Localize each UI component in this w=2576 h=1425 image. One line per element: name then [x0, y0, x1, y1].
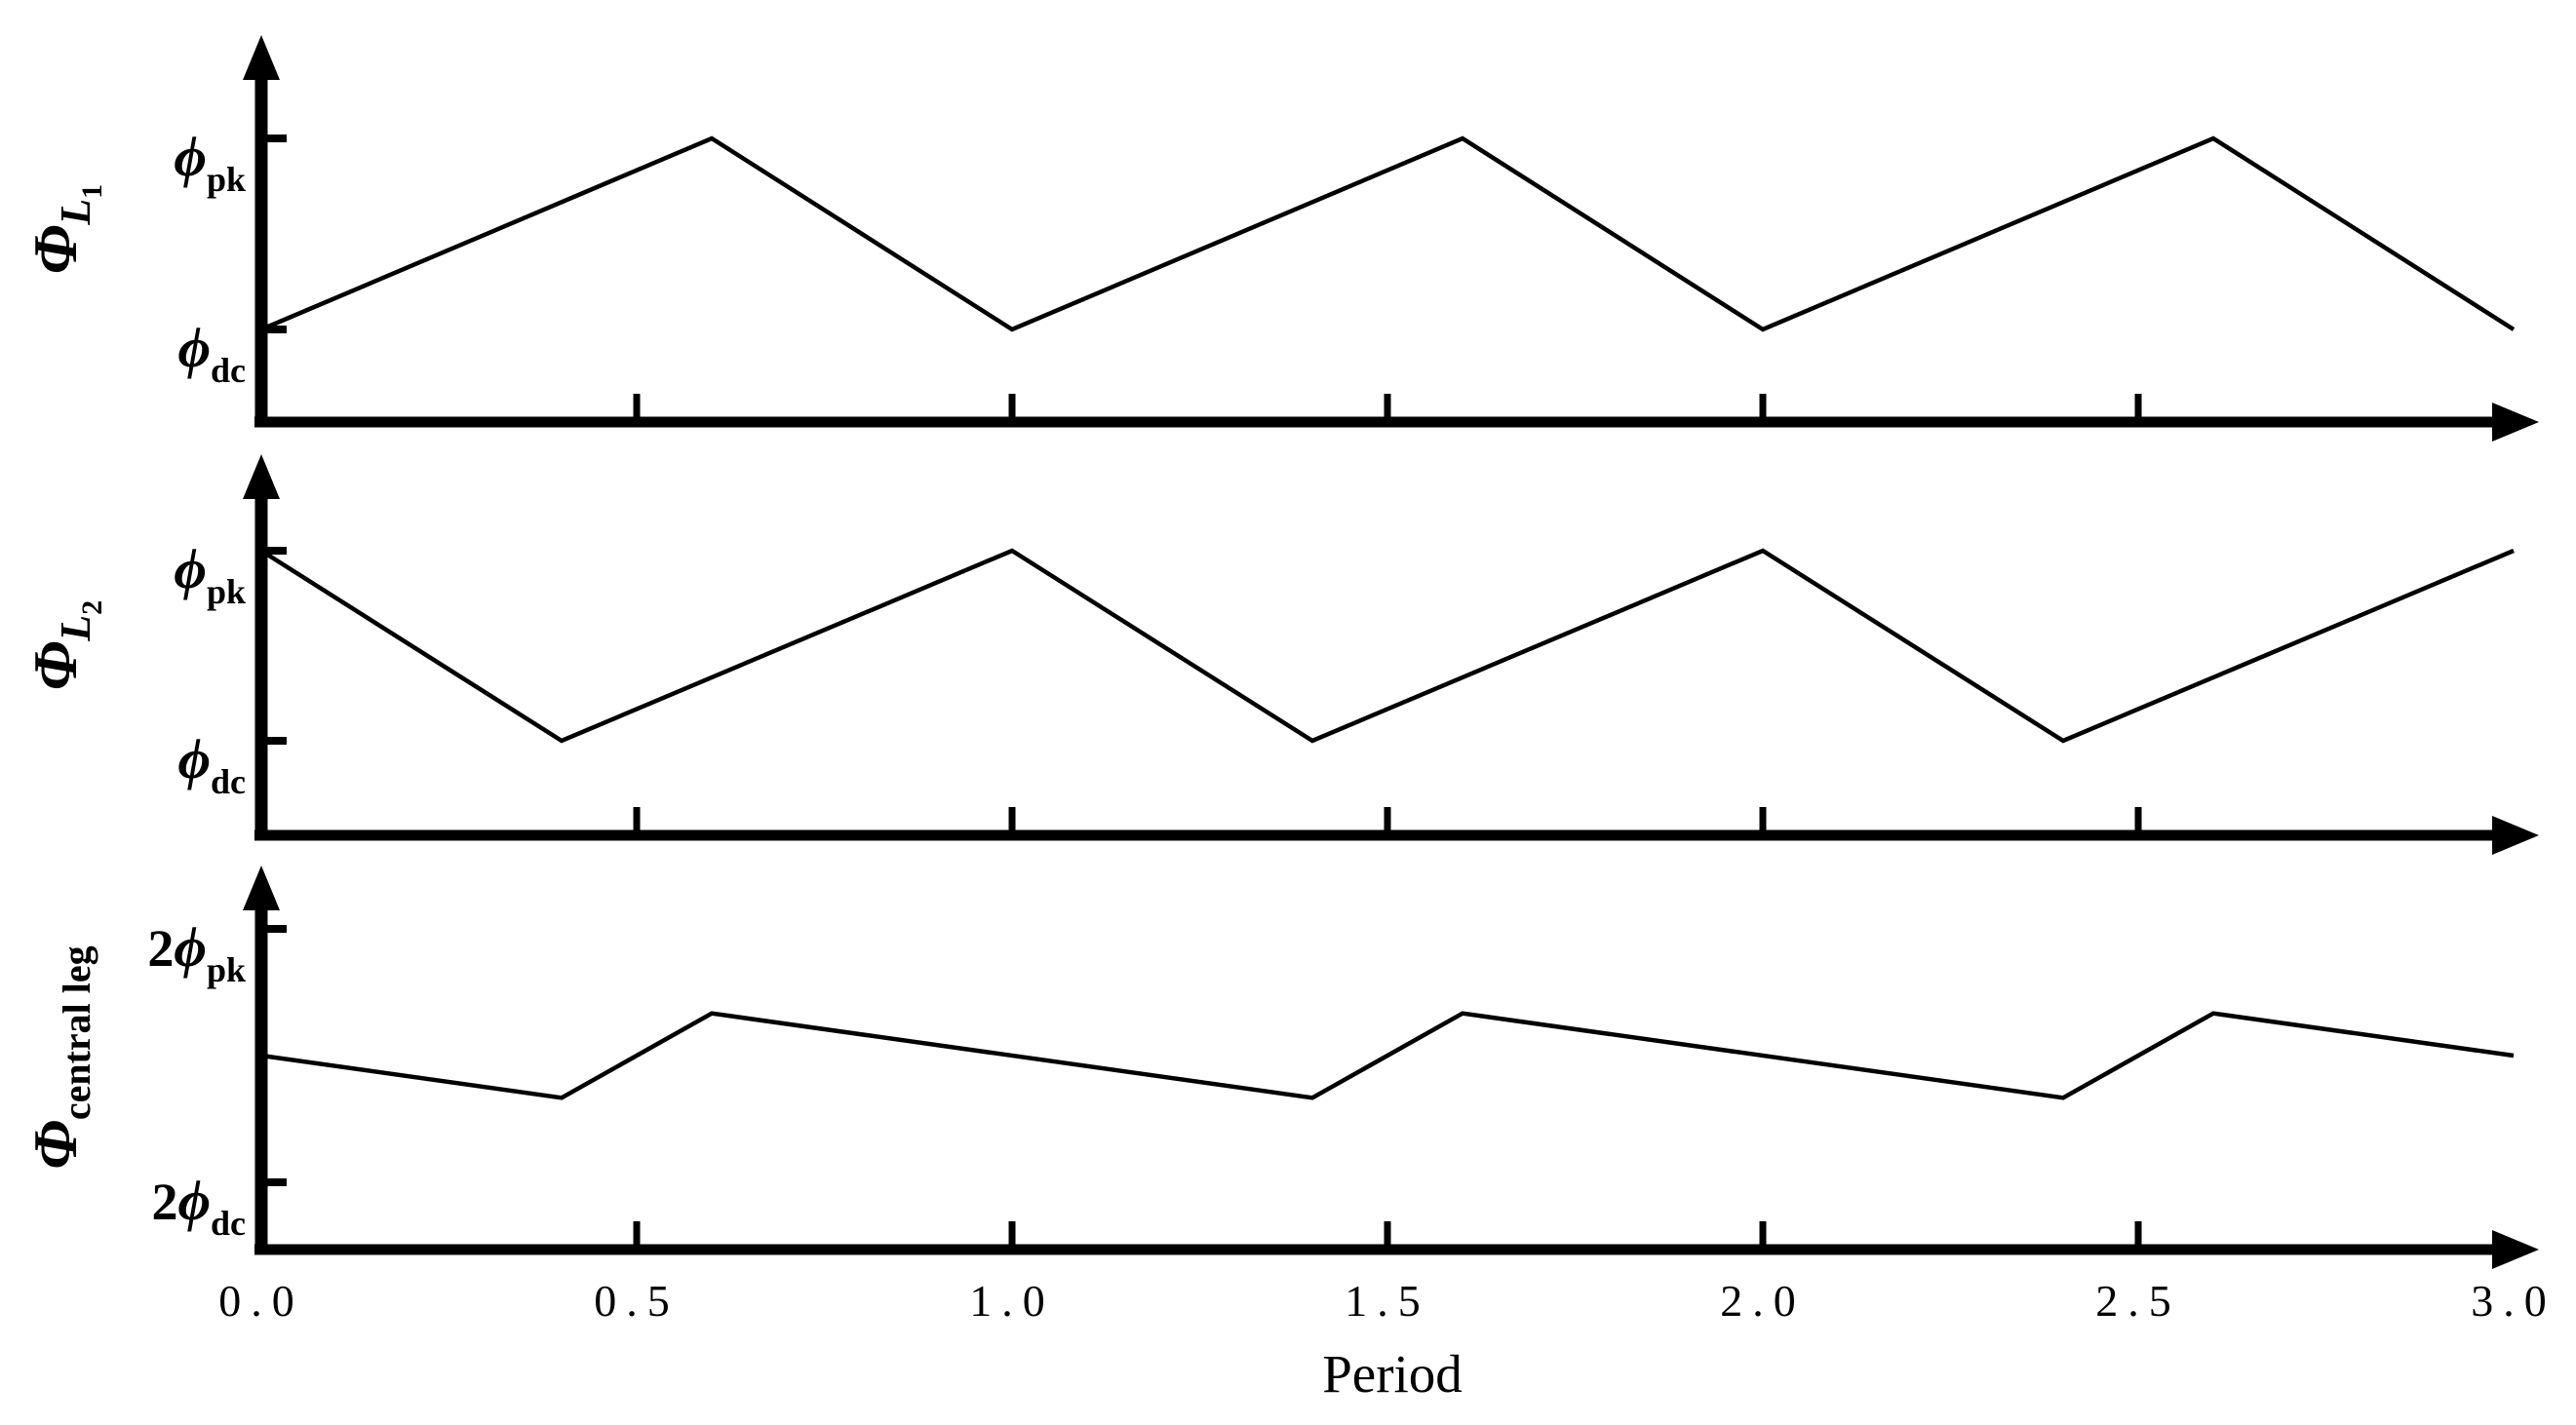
x-axis-arrow-icon: [2492, 816, 2539, 855]
x-tick-label: 2.5: [2095, 1276, 2181, 1326]
x-axis-arrow-icon: [2492, 403, 2539, 442]
y-axis-title-phi-central-leg: Φcentral leg: [20, 945, 98, 1169]
x-tick-label: 0.0: [218, 1276, 304, 1326]
y-tick-label-dc: ϕdc: [177, 316, 246, 390]
waveform-phi-central-leg: [260, 1011, 2515, 1100]
y-tick-label-pk: 2ϕpk: [147, 915, 246, 989]
y-tick-label-dc: 2ϕdc: [151, 1169, 246, 1243]
y-tick-label-dc: ϕdc: [177, 727, 246, 801]
y-tick-label-pk: ϕpk: [174, 537, 246, 611]
x-tick-label: 1.0: [969, 1276, 1055, 1326]
y-axis-arrow-icon: [243, 866, 280, 910]
waveform-phi-L1: [260, 135, 2516, 332]
waveform-phi-L2: [259, 548, 2515, 744]
y-axis-title-phi-L2: ΦL2: [20, 600, 108, 690]
x-axis-labels: 0.0 0.5 1.0 1.5 2.0 2.5 3.0 Period: [218, 1276, 2556, 1404]
y-axis-arrow-icon: [243, 454, 280, 499]
x-tick-label: 2.0: [1720, 1276, 1806, 1326]
y-axis-title-phi-L1: ΦL1: [20, 184, 108, 274]
y-axis-arrow-icon: [243, 35, 280, 80]
x-tick-label: 3.0: [2471, 1276, 2556, 1326]
panel-phi-L2: ϕpk ϕdc ΦL2: [20, 454, 2539, 855]
x-tick-label: 0.5: [594, 1276, 680, 1326]
panel-phi-L1: ϕpk ϕdc ΦL1: [20, 35, 2539, 442]
x-tick-label: 1.5: [1345, 1276, 1430, 1326]
panel-phi-central-leg: 2ϕpk 2ϕdc Φcentral leg: [20, 866, 2539, 1269]
x-axis-arrow-icon: [2492, 1230, 2539, 1269]
x-axis-title: Period: [1322, 1344, 1463, 1404]
y-tick-label-pk: ϕpk: [174, 125, 246, 199]
